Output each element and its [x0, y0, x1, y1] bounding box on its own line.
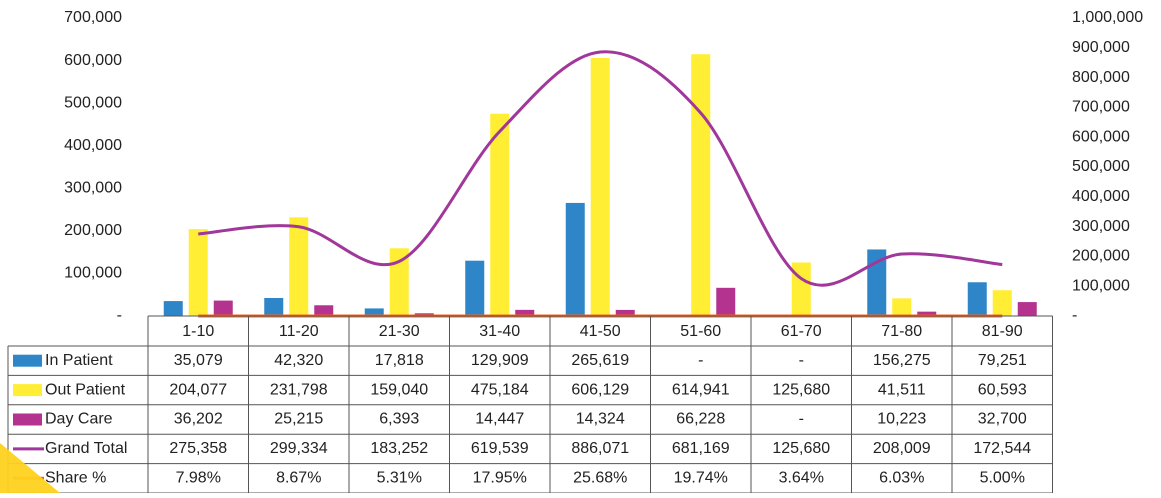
data-label-out-patient: 125,680	[772, 381, 830, 398]
data-label-day-care: 32,700	[978, 411, 1027, 428]
x-tick-label: 81-90	[982, 323, 1023, 340]
y-right-tick-label: 300,000	[1072, 218, 1130, 235]
bar-out-patient	[591, 58, 610, 316]
data-label-day-care: 66,228	[676, 411, 725, 428]
data-label-share-pct: 19.74%	[674, 470, 728, 487]
data-label-day-care: 25,215	[274, 411, 323, 428]
legend-label-out-patient: Out Patient	[45, 381, 126, 398]
data-label-in-patient: -	[799, 352, 804, 369]
data-label-out-patient: 60,593	[978, 381, 1027, 398]
x-tick-label: 41-50	[580, 323, 621, 340]
data-label-day-care: 14,324	[576, 411, 625, 428]
bar-day-care	[314, 305, 333, 316]
data-label-share-pct: 25.68%	[573, 470, 627, 487]
data-label-out-patient: 204,077	[169, 381, 227, 398]
x-tick-label: 11-20	[279, 323, 319, 340]
data-label-share-pct: 5.00%	[980, 470, 1025, 487]
y-left-tick-label: 600,000	[64, 52, 122, 69]
y-right-tick-label: 400,000	[1072, 188, 1130, 205]
y-right-tick-label: 600,000	[1072, 128, 1130, 145]
bar-out-patient	[691, 54, 710, 316]
y-left-tick-label: 100,000	[64, 265, 122, 282]
bar-in-patient	[968, 282, 987, 316]
data-label-grand-total: 172,544	[973, 440, 1031, 457]
legend-label-in-patient: In Patient	[45, 352, 113, 369]
y-left-tick-label: 200,000	[64, 222, 122, 239]
data-label-grand-total: 299,334	[270, 440, 328, 457]
data-label-share-pct: 8.67%	[276, 470, 321, 487]
data-label-day-care: 14,447	[475, 411, 524, 428]
bar-out-patient	[490, 114, 509, 316]
bar-out-patient	[289, 217, 308, 316]
data-label-grand-total: 125,680	[772, 440, 830, 457]
data-label-out-patient: 475,184	[471, 381, 529, 398]
data-label-out-patient: 606,129	[571, 381, 629, 398]
data-label-out-patient: 159,040	[370, 381, 428, 398]
bar-out-patient	[993, 290, 1012, 316]
data-label-grand-total: 619,539	[471, 440, 529, 457]
y-left-tick-label: -	[117, 307, 122, 324]
data-label-share-pct: 5.31%	[377, 470, 422, 487]
data-label-share-pct: 7.98%	[176, 470, 221, 487]
x-tick-label: 21-30	[379, 323, 420, 340]
legend-key-day-care	[13, 414, 42, 426]
y-left-tick-label: 300,000	[64, 180, 122, 197]
y-right-tick-label: 1,000,000	[1072, 9, 1143, 26]
data-label-grand-total: 886,071	[571, 440, 629, 457]
bar-out-patient	[189, 229, 208, 316]
legend-key-in-patient	[13, 355, 42, 367]
y-right-tick-label: 100,000	[1072, 277, 1130, 294]
data-label-in-patient: 156,275	[873, 352, 931, 369]
y-right-tick-label: 800,000	[1072, 69, 1130, 86]
y-right-tick-label: 500,000	[1072, 158, 1130, 175]
bar-day-care	[1018, 302, 1037, 316]
data-label-in-patient: 79,251	[978, 352, 1027, 369]
data-label-day-care: 6,393	[379, 411, 419, 428]
bar-in-patient	[164, 301, 183, 316]
data-label-in-patient: 265,619	[571, 352, 629, 369]
data-label-day-care: 36,202	[174, 411, 223, 428]
data-label-in-patient: -	[698, 352, 703, 369]
bar-day-care	[716, 288, 735, 316]
data-label-in-patient: 17,818	[375, 352, 424, 369]
data-label-share-pct: 3.64%	[779, 470, 824, 487]
data-label-grand-total: 275,358	[169, 440, 227, 457]
data-label-grand-total: 183,252	[370, 440, 428, 457]
y-left-tick-label: 500,000	[64, 94, 122, 111]
y-right-tick-label: -	[1072, 307, 1077, 324]
y-left-tick-label: 700,000	[64, 9, 122, 26]
data-label-in-patient: 42,320	[274, 352, 323, 369]
data-label-share-pct: 6.03%	[879, 470, 924, 487]
bar-out-patient	[792, 262, 811, 316]
data-label-out-patient: 41,511	[878, 381, 926, 398]
data-label-out-patient: 231,798	[270, 381, 328, 398]
y-left-tick-label: 400,000	[64, 137, 122, 154]
x-tick-label: 51-60	[680, 323, 721, 340]
y-right-tick-label: 200,000	[1072, 248, 1130, 265]
corner-accent-shape	[0, 433, 90, 493]
x-tick-label: 71-80	[881, 323, 922, 340]
x-tick-label: 61-70	[781, 323, 822, 340]
legend-label-day-care: Day Care	[45, 411, 113, 428]
data-label-day-care: 10,223	[877, 411, 926, 428]
bar-out-patient	[892, 298, 911, 316]
data-label-grand-total: 208,009	[873, 440, 931, 457]
bar-day-care	[214, 301, 233, 316]
y-right-tick-label: 700,000	[1072, 99, 1130, 116]
data-label-out-patient: 614,941	[672, 381, 730, 398]
data-label-in-patient: 129,909	[471, 352, 529, 369]
data-label-day-care: -	[799, 411, 804, 428]
data-label-grand-total: 681,169	[672, 440, 730, 457]
bar-in-patient	[264, 298, 283, 316]
x-tick-label: 31-40	[479, 323, 520, 340]
data-label-in-patient: 35,079	[174, 352, 223, 369]
bar-in-patient	[465, 261, 484, 316]
legend-key-out-patient	[13, 384, 42, 396]
bar-in-patient	[566, 203, 585, 316]
y-right-tick-label: 900,000	[1072, 39, 1130, 56]
data-label-share-pct: 17.95%	[473, 470, 527, 487]
x-tick-label: 1-10	[182, 323, 214, 340]
